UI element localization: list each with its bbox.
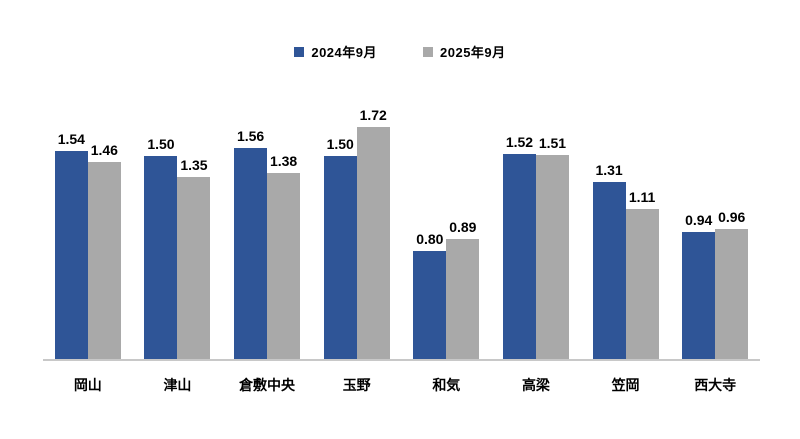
value-label: 1.52: [505, 134, 534, 150]
bar-series2-西大寺: 0.96: [715, 209, 749, 359]
value-label: 1.11: [628, 189, 656, 205]
legend-label-2024: 2024年9月: [311, 45, 377, 60]
plot-area: 1.54 1.46 1.50 1.35 1.56 1.38 1.50 1.72 0.80 0.89…: [43, 89, 760, 361]
value-label: 0.96: [718, 209, 746, 225]
x-axis-label-和気: 和気: [432, 377, 461, 393]
bar-series2-和気: 0.89: [446, 219, 480, 359]
x-axis-label-西大寺: 西大寺: [694, 377, 737, 393]
value-label: 1.50: [326, 136, 354, 152]
bar-series1-倉敷中央: 1.56: [234, 128, 268, 359]
legend-swatch-2025-icon: [423, 46, 433, 57]
value-label: 1.54: [57, 131, 85, 147]
legend-swatch-2024-icon: [294, 46, 305, 57]
value-label: 1.46: [90, 142, 118, 158]
value-label: 0.94: [685, 212, 713, 228]
x-axis-label-玉野: 玉野: [342, 377, 371, 393]
bar-group-3: 1.56 1.38: [222, 89, 312, 359]
x-axis-labels: 岡山 津山 倉敷中央 玉野 和気 高梁 笠岡 西大寺: [43, 361, 760, 395]
legend-item-2025: 2025年9月: [423, 42, 506, 61]
bar-series1-和気: 0.80: [413, 231, 447, 359]
bar-series2-玉野: 1.72: [356, 107, 390, 359]
bar-series1-西大寺: 0.94: [682, 212, 716, 359]
bar-group-8: 0.94 0.96: [670, 89, 760, 359]
bar-series2-岡山: 1.46: [87, 142, 121, 359]
bar-group-6: 1.52 1.51: [491, 89, 581, 359]
value-label: 1.56: [236, 128, 265, 144]
bar-series1-津山: 1.50: [144, 136, 178, 359]
value-label: 1.31: [595, 162, 623, 178]
bar-series2-高梁: 1.51: [535, 135, 569, 359]
x-axis-label-笠岡: 笠岡: [611, 377, 640, 393]
value-label: 1.35: [180, 157, 208, 173]
value-label: 1.38: [269, 153, 298, 169]
bar-group-1: 1.54 1.46: [43, 89, 133, 359]
value-label: 0.89: [449, 219, 477, 235]
bar-series2-笠岡: 1.11: [625, 189, 659, 359]
value-label: 1.50: [147, 136, 175, 152]
legend-item-2024: 2024年9月: [294, 42, 377, 61]
legend-label-2025: 2025年9月: [440, 45, 506, 60]
bar-series1-岡山: 1.54: [54, 131, 88, 359]
bar-group-5: 0.80 0.89: [402, 89, 492, 359]
x-axis-label-岡山: 岡山: [73, 377, 102, 393]
x-axis-label-倉敷中央: 倉敷中央: [239, 377, 296, 393]
bar-group-7: 1.31 1.11: [581, 89, 671, 359]
value-label: 1.72: [359, 107, 387, 123]
bar-series1-高梁: 1.52: [502, 134, 536, 359]
bar-series1-玉野: 1.50: [323, 136, 357, 359]
bar-series2-倉敷中央: 1.38: [267, 153, 301, 359]
value-label: 0.80: [416, 231, 444, 247]
bar-series1-笠岡: 1.31: [592, 162, 626, 359]
bar-series2-津山: 1.35: [177, 157, 211, 359]
chart-legend: 2024年9月 2025年9月: [0, 42, 800, 61]
x-axis-label-高梁: 高梁: [521, 377, 550, 393]
value-label: 1.51: [538, 135, 567, 151]
bar-group-2: 1.50 1.35: [133, 89, 223, 359]
bar-group-4: 1.50 1.72: [312, 89, 402, 359]
x-axis-label-津山: 津山: [163, 377, 192, 393]
